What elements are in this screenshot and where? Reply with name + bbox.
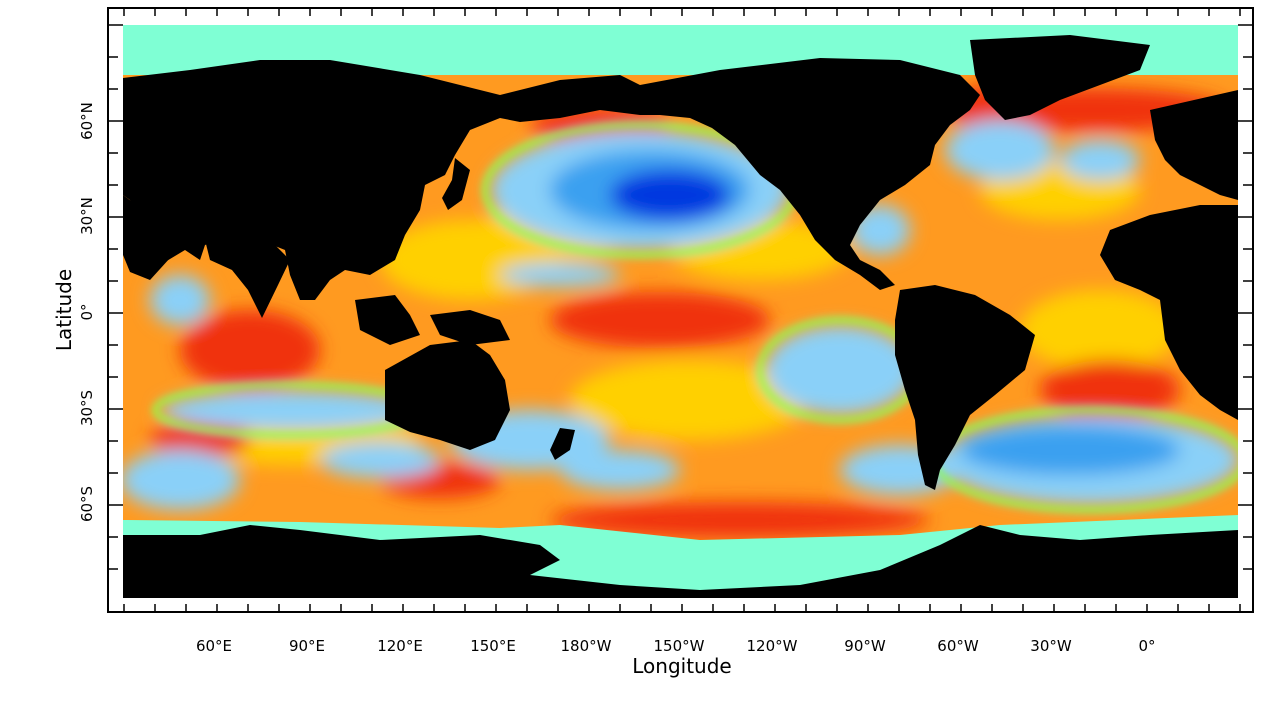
land [123, 35, 1238, 598]
x-tick-labels: 60°E 90°E 120°E 150°E 180°W 150°W 120°W … [196, 637, 1156, 655]
africa-landmass [1100, 205, 1238, 420]
anomaly-field [123, 85, 1238, 538]
y-tick-label: 60°S [78, 486, 96, 522]
antarctica-landmass [123, 525, 1238, 598]
x-tick-label: 150°W [654, 637, 705, 655]
x-axis-title: Longitude [632, 654, 731, 678]
y-tick-label: 60°N [78, 102, 96, 140]
x-tick-label: 60°W [937, 637, 979, 655]
y-tick-label: 0° [78, 303, 96, 320]
southeast-pacific-cold [765, 325, 915, 415]
north-america-landmass [640, 58, 980, 290]
y-axis-title: Latitude [52, 269, 76, 351]
x-tick-label: 90°W [844, 637, 886, 655]
y-tick-label: 30°N [78, 197, 96, 235]
x-tick-label: 30°W [1030, 637, 1072, 655]
x-tick-label: 150°E [470, 637, 516, 655]
y-tick-label: 30°S [78, 390, 96, 426]
australia-landmass [385, 340, 510, 450]
south-america-landmass [895, 285, 1035, 490]
x-tick-label: 0° [1138, 637, 1155, 655]
map-area [123, 25, 1238, 598]
x-tick-label: 120°W [747, 637, 798, 655]
x-tick-label: 180°W [561, 637, 612, 655]
y-tick-marks [108, 24, 1253, 570]
x-tick-marks [123, 8, 1241, 612]
y-tick-labels: 60°N 30°N 0° 30°S 60°S [78, 102, 96, 522]
x-tick-label: 60°E [196, 637, 232, 655]
x-tick-label: 90°E [289, 637, 325, 655]
equatorial-pacific-warm [550, 292, 770, 348]
x-tick-label: 120°E [377, 637, 423, 655]
